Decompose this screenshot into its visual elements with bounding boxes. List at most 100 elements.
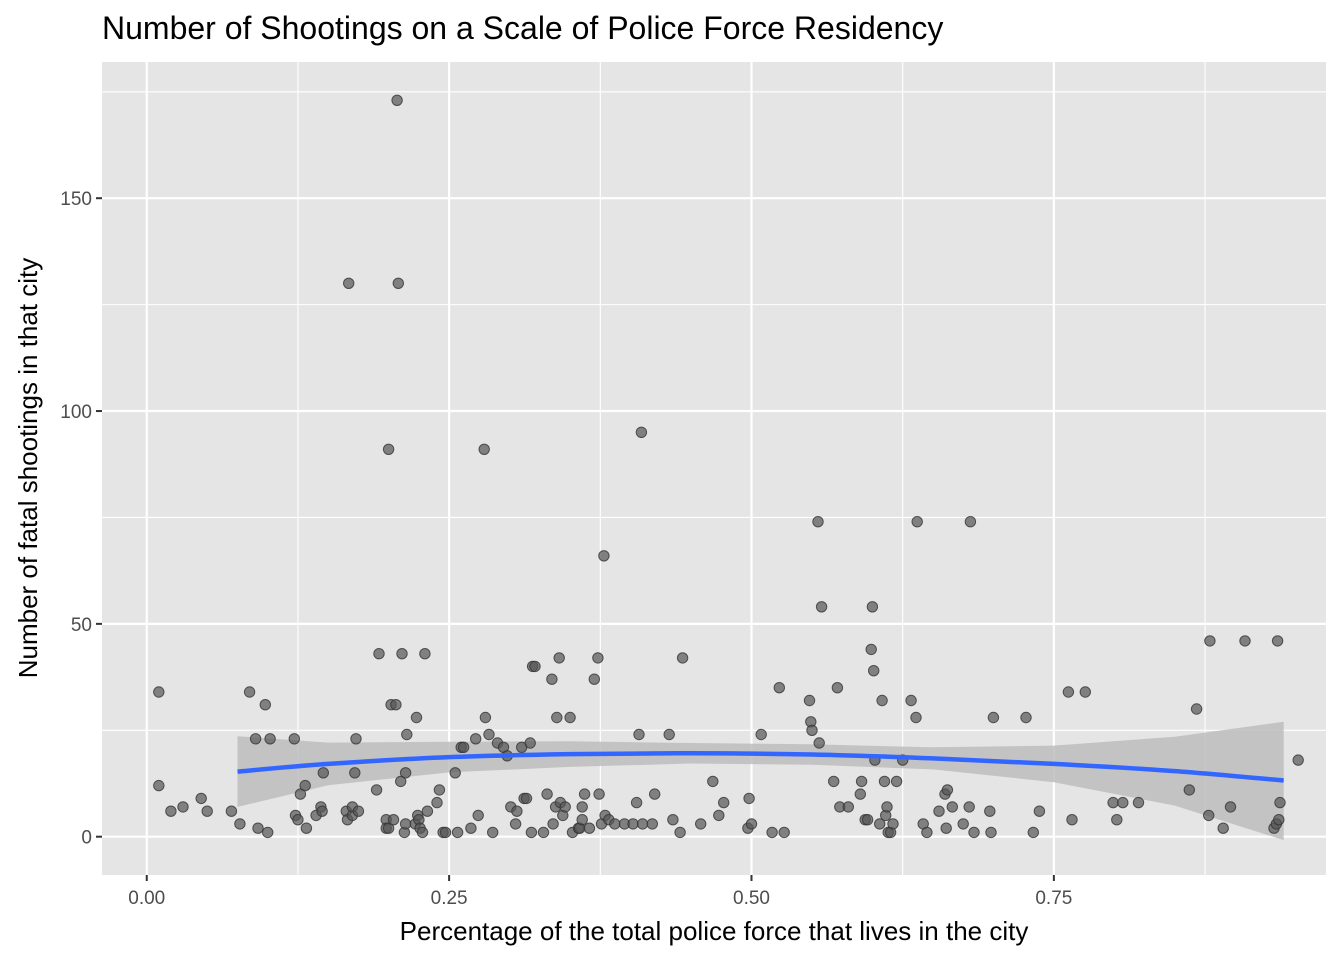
data-point [874,818,886,830]
data-point [509,818,522,830]
data-point [831,682,844,694]
data-point [578,788,591,800]
data-point [745,818,758,830]
data-point [985,826,997,839]
data-point [259,699,271,711]
y-axis-title: Number of fatal shootings in that city [13,258,43,679]
data-point [1204,635,1216,647]
data-point [465,822,477,834]
data-point [743,792,755,805]
data-point [421,805,434,817]
chart-title: Number of Shootings on a Scale of Police… [102,10,943,46]
data-point [963,801,975,813]
data-point [416,826,429,839]
data-point [707,775,719,788]
data-point [946,801,958,813]
x-tick-label: 0.25 [431,888,468,909]
data-point [633,728,645,741]
data-point [451,826,464,839]
data-point [195,792,207,805]
data-point [854,788,866,800]
data-point [483,728,495,741]
data-point [559,801,571,813]
data-point [449,767,461,779]
data-point [541,788,553,800]
data-point [396,648,408,660]
data-point [881,801,893,813]
data-point [370,784,383,796]
data-point [433,784,446,796]
data-point [1117,796,1129,809]
data-point [890,775,903,788]
data-point [479,711,492,724]
data-point [773,682,785,694]
data-point [646,818,658,830]
data-point [553,652,565,664]
data-point [153,686,165,698]
data-point [525,826,538,839]
data-point [676,652,689,664]
data-point [1183,784,1196,796]
data-point [520,792,533,805]
grid-major [102,62,1326,875]
data-point [225,805,238,817]
data-point [865,643,877,656]
data-point [201,805,213,817]
x-tick-label: 0.50 [733,888,770,909]
data-point [940,822,952,834]
data-point [317,767,329,779]
data-point [713,809,725,822]
data-point [755,728,767,741]
data-point [299,779,311,792]
data-point [234,818,246,830]
data-point [252,822,264,834]
data-point [815,601,828,613]
data-point [487,826,499,839]
data-point [1132,796,1145,809]
data-point [1062,686,1075,698]
data-point [439,826,452,839]
data-point [663,728,675,741]
data-point [470,733,482,745]
data-point [609,818,621,830]
data-point [766,826,778,839]
data-point [165,805,177,817]
data-point [294,788,307,800]
data-point [249,733,262,745]
data-point [813,737,825,749]
data-point [382,443,395,455]
data-point [1292,754,1304,766]
data-point [878,775,891,788]
data-point [1079,686,1092,698]
data-point [636,818,649,830]
x-axis-title: Percentage of the total police force tha… [400,916,1029,946]
data-point [803,694,816,707]
data-point [855,775,868,788]
data-point [593,788,605,800]
data-point [876,694,888,707]
data-point [350,733,362,745]
data-point [828,775,840,788]
data-point [718,796,730,809]
x-axis: 0.00 0.25 0.50 0.75 [128,875,1072,909]
data-point [431,796,443,809]
data-point [598,550,610,562]
data-point [868,665,880,677]
data-point [352,805,365,817]
data-point [667,814,679,826]
data-point [583,822,596,834]
data-point [1274,796,1286,809]
y-tick-label: 50 [71,615,92,636]
data-point [419,648,431,660]
x-tick-label: 0.75 [1035,888,1072,909]
data-point [1271,635,1284,647]
data-point [1020,711,1032,724]
y-axis: 0 50 100 150 [60,189,102,849]
data-point [382,822,395,834]
data-point [695,818,707,830]
data-point [1190,703,1203,715]
data-point [778,826,790,839]
data-point [264,733,276,745]
data-point [588,673,600,685]
